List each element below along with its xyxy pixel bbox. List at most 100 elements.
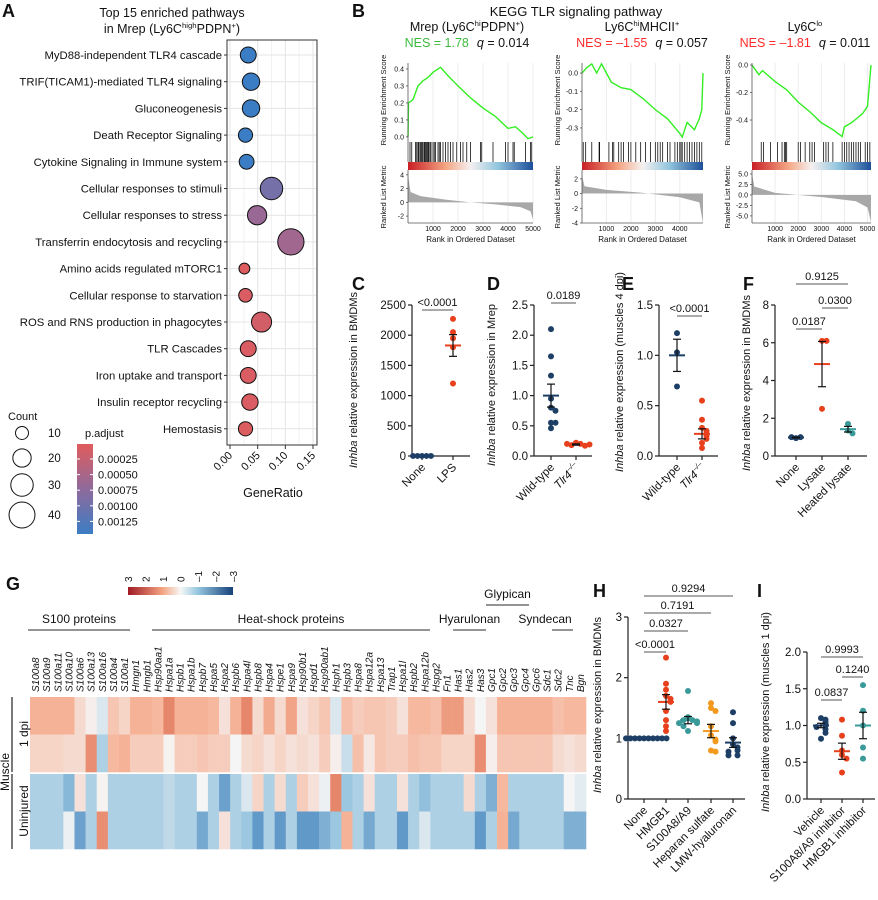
heatmap-cell: [241, 734, 253, 773]
heatmap-cell: [52, 734, 64, 773]
heatmap-cell: [474, 811, 487, 850]
heatmap-cell: [30, 811, 42, 850]
gene-label: S100a13: [87, 652, 98, 692]
y-axis-label-gene: Inhba: [614, 444, 626, 472]
data-point: [734, 752, 741, 759]
gene-label: Gpc6: [531, 668, 542, 692]
heatmap-cell: [285, 774, 298, 812]
chart-title-line2-part: ): [236, 22, 240, 36]
heatmap-cell: [308, 811, 320, 850]
heatmap-cell: [541, 734, 553, 773]
heatmap-cell: [430, 734, 442, 773]
category-label: Tlr4–/–: [676, 459, 709, 492]
metric-y-tick-label: 5.0: [738, 171, 748, 178]
category-label: Wild-type: [641, 462, 683, 504]
data-point: [674, 330, 680, 337]
gsea-plot: Ly6Clo NES = –1.81 q = 0.011 0.0 -0.2 -0.4 5.0…: [723, 19, 875, 244]
data-point: [712, 738, 719, 745]
p-value-label: 0.0837: [815, 687, 849, 699]
heatmap-cell: [207, 811, 220, 850]
data-point: [708, 747, 714, 754]
heatmap-cell: [63, 734, 75, 773]
pathway-dot: [241, 393, 259, 411]
heatmap-cell: [574, 811, 587, 850]
heatmap-cell: [330, 697, 342, 735]
nes-q-line: NES = –1.81 q = 0.011: [740, 36, 871, 50]
es-y-tick-label: -0.4: [736, 118, 748, 125]
y-axis-label-text: relative expression in BMDMs: [348, 291, 360, 440]
data-point: [839, 732, 845, 739]
x-tick-label: 5000: [860, 226, 876, 233]
heatmap-cell: [552, 734, 565, 773]
heatmap-cell: [118, 774, 131, 812]
heatmap-cell: [107, 811, 120, 850]
heatmap-cell: [219, 811, 231, 850]
x-axis-label: Rank in Ordered Dataset: [426, 235, 515, 244]
gsea-subtitle-part: hi: [633, 19, 639, 28]
heatmap-cell: [196, 734, 209, 773]
heatmap-cell: [130, 734, 142, 773]
gene-label: Hspa4: [265, 663, 276, 692]
x-tick-label: 5000: [525, 226, 541, 233]
heatmap-cell: [441, 811, 453, 850]
gene-label: Hspa12b: [420, 652, 431, 692]
gene-label: Tnc: [565, 675, 576, 692]
chart-title-line2: in Mrep (Ly6ChighPDPN+): [104, 21, 240, 36]
heatmap-cell: [207, 774, 220, 812]
legend-color-label: 0.00100: [98, 501, 138, 513]
heatmap-cell: [96, 774, 109, 812]
heatmap-cell: [118, 734, 131, 773]
metric-y-tick-label: 4: [400, 172, 404, 179]
heatmap-cell: [419, 811, 431, 850]
panel-letter-g: G: [6, 574, 20, 594]
heatmap-cell: [285, 734, 298, 773]
pathway-dot: [246, 205, 268, 226]
heatmap-cell: [385, 774, 398, 812]
heatmap-cell: [341, 774, 353, 812]
heatmap-cell: [207, 697, 220, 735]
y-axis-label: Inhba relative expression (muscles 4 dpi…: [614, 272, 626, 472]
es-y-tick-label: 0.0: [738, 63, 748, 70]
data-point: [548, 419, 554, 426]
heatmap-cell: [352, 811, 364, 850]
heatmap-cell: [163, 734, 175, 773]
y-axis-label-text: relative expression (muscles 4 dpi): [614, 272, 626, 444]
data-point: [586, 441, 593, 448]
y-tick-label: 0.0: [785, 794, 801, 806]
pathway-label: Cytokine Signaling in Immune system: [34, 157, 222, 169]
colorbar-tick-label: –2: [212, 570, 223, 582]
pathway-dot: [241, 99, 261, 118]
nes-value: NES = 1.78: [405, 36, 469, 50]
colorbar-tick-label: 3: [124, 576, 135, 582]
colorbar-tick-label: 0: [177, 576, 188, 582]
y-tick-label: 0: [400, 451, 406, 463]
heatmap-cell: [519, 811, 531, 850]
heatmap-cell: [408, 811, 420, 850]
data-point: [552, 419, 559, 426]
y-axis-label: Inhba relative expression in BMDMs: [348, 291, 360, 468]
data-point: [548, 425, 554, 432]
gene-label: Hspb6: [231, 663, 242, 692]
heatmap-cell: [352, 734, 364, 773]
gene-label: Sdc2: [554, 669, 565, 692]
heatmap-cell: [230, 811, 242, 850]
heatmap-cell: [152, 697, 164, 735]
gsea-subtitle-part: +: [675, 19, 680, 28]
es-y-tick-label: -0.2: [736, 90, 748, 97]
metric-y-tick-label: -2: [398, 214, 404, 221]
data-point: [685, 688, 691, 695]
row-label: Uninjured: [17, 785, 31, 836]
heatmap-cell: [385, 697, 398, 735]
heatmap-cell: [85, 697, 98, 735]
heatmap-cell: [152, 811, 164, 850]
x-tick-label: 2000: [450, 226, 466, 233]
pathway-dot: [237, 421, 254, 437]
heatmap-cell: [408, 697, 420, 735]
data-point: [410, 452, 416, 459]
data-point: [839, 716, 845, 723]
heatmap-cell: [130, 697, 142, 735]
heatmap-cell: [241, 811, 253, 850]
heatmap-cell: [574, 697, 587, 735]
heatmap-cell: [230, 774, 242, 812]
